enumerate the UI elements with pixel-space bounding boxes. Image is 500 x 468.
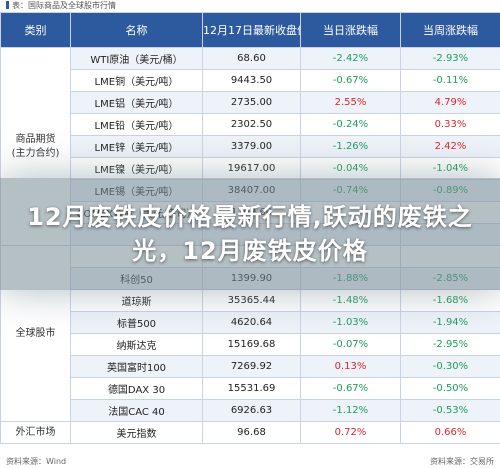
table-title: 表：国际商品及全球股市行情	[0, 0, 500, 12]
day-change-cell: -1.03%	[300, 311, 401, 334]
day-change-cell: -1.26%	[300, 135, 401, 158]
week-change-cell: -1.94%	[400, 311, 500, 334]
price-cell: 4620.64	[202, 311, 301, 334]
day-change-cell: -2.42%	[300, 47, 401, 70]
week-change-cell: -0.53%	[400, 399, 500, 422]
week-change-cell: 4.79%	[400, 91, 500, 114]
week-change-cell: -2.95%	[400, 333, 500, 356]
table-row: 纳斯达克 15169.68 -0.07% -2.95%	[1, 333, 500, 356]
table-row: 外汇市场 美元指数 96.68 0.72% 0.66%	[0, 421, 500, 444]
table-row: LME锌（美元/吨） 3379.00 -1.26% 2.42%	[1, 135, 500, 158]
price-cell: 68.60	[202, 47, 301, 70]
day-change-cell: -0.24%	[300, 113, 401, 136]
name-cell: 道琼斯	[70, 289, 203, 312]
day-change-cell: -0.04%	[300, 157, 401, 180]
header-day-change: 当日涨跌幅	[300, 12, 401, 48]
table-title-text: 表：国际商品及全球股市行情	[12, 1, 116, 10]
week-change-cell: -0.11%	[400, 69, 500, 92]
table-row: 德国DAX 30 15531.69 -0.67% -0.50%	[1, 377, 500, 400]
header-row: 类别 名称 12月17日最新收盘价 当日涨跌幅 当周涨跌幅	[0, 12, 500, 48]
table-row: 道琼斯 35365.44 -1.48% -1.68%	[1, 289, 500, 312]
price-cell: 15531.69	[202, 377, 301, 400]
header-category: 类别	[0, 12, 71, 48]
name-cell: 纳斯达克	[70, 333, 203, 356]
table-row: LME铅（美元/吨） 2302.50 -0.24% 0.33%	[1, 113, 500, 136]
day-change-cell: 0.72%	[300, 421, 401, 444]
price-cell: 15169.68	[202, 333, 301, 356]
table-row: 英国富时100 7269.92 0.13% -0.30%	[1, 355, 500, 378]
name-cell: 标普500	[70, 311, 203, 334]
name-cell: 德国DAX 30	[70, 377, 203, 400]
day-change-cell: -0.07%	[300, 333, 401, 356]
week-change-cell: 0.66%	[400, 421, 500, 444]
price-cell: 2302.50	[202, 113, 301, 136]
week-change-cell: -0.30%	[400, 355, 500, 378]
name-cell: 法国CAC 40	[70, 399, 203, 422]
week-change-cell: -0.50%	[400, 377, 500, 400]
price-cell: 6926.63	[202, 399, 301, 422]
name-cell: LME铝（美元/吨）	[70, 91, 203, 114]
price-cell: 96.68	[202, 421, 301, 444]
price-cell: 9443.50	[202, 69, 301, 92]
day-change-cell: -1.48%	[300, 289, 401, 312]
week-change-cell: 2.42%	[400, 135, 500, 158]
day-change-cell: 0.13%	[300, 355, 401, 378]
week-change-cell: -1.68%	[400, 289, 500, 312]
name-cell: 美元指数	[70, 421, 203, 444]
table-row: LME铝（美元/吨） 2735.00 2.55% 4.79%	[1, 91, 500, 114]
name-cell: WTI原油（美元/桶）	[70, 47, 203, 70]
table-row: LME铜（美元/吨） 9443.50 -0.67% -0.11%	[1, 69, 500, 92]
day-change-cell: -0.67%	[300, 69, 401, 92]
price-cell: 19617.00	[202, 157, 301, 180]
name-cell: LME镍（美元/吨）	[70, 157, 203, 180]
table-row: 法国CAC 40 6926.63 -1.12% -0.53%	[1, 399, 500, 422]
name-cell: LME铜（美元/吨）	[70, 69, 203, 92]
table-row: 标普500 4620.64 -1.03% -1.94%	[1, 311, 500, 334]
table-row: 商品期货 (主力合约) WTI原油（美元/桶） 68.60 -2.42% -2.93%	[0, 47, 500, 246]
price-cell: 35365.44	[202, 289, 301, 312]
week-change-cell: -1.04%	[400, 157, 500, 180]
source-left: 资料来源：Wind	[6, 457, 67, 466]
banner-headline: 12月废铁皮价格最新行情,跃动的废铁之光，12月废铁皮价格	[27, 203, 473, 265]
category-cell: 外汇市场	[0, 421, 71, 444]
price-cell: 3379.00	[202, 135, 301, 158]
source-right: 资料来源：交易所	[430, 457, 494, 466]
week-change-cell: -2.93%	[400, 47, 500, 70]
source-note: 资料来源：Wind 资料来源：交易所	[0, 456, 500, 468]
header-name: 名称	[70, 12, 203, 48]
price-cell: 7269.92	[202, 355, 301, 378]
week-change-cell: 0.33%	[400, 113, 500, 136]
day-change-cell: -1.12%	[300, 399, 401, 422]
header-price: 12月17日最新收盘价	[202, 12, 301, 48]
name-cell: LME铅（美元/吨）	[70, 113, 203, 136]
name-cell: LME锌（美元/吨）	[70, 135, 203, 158]
name-cell: 英国富时100	[70, 355, 203, 378]
overlay-banner: 12月废铁皮价格最新行情,跃动的废铁之光，12月废铁皮价格	[0, 178, 500, 290]
day-change-cell: -0.67%	[300, 377, 401, 400]
title-marker	[6, 1, 9, 9]
header-week-change: 当周涨跌幅	[400, 12, 500, 48]
day-change-cell: 2.55%	[300, 91, 401, 114]
table-row: LME镍（美元/吨） 19617.00 -0.04% -1.04%	[1, 157, 500, 180]
price-cell: 2735.00	[202, 91, 301, 114]
